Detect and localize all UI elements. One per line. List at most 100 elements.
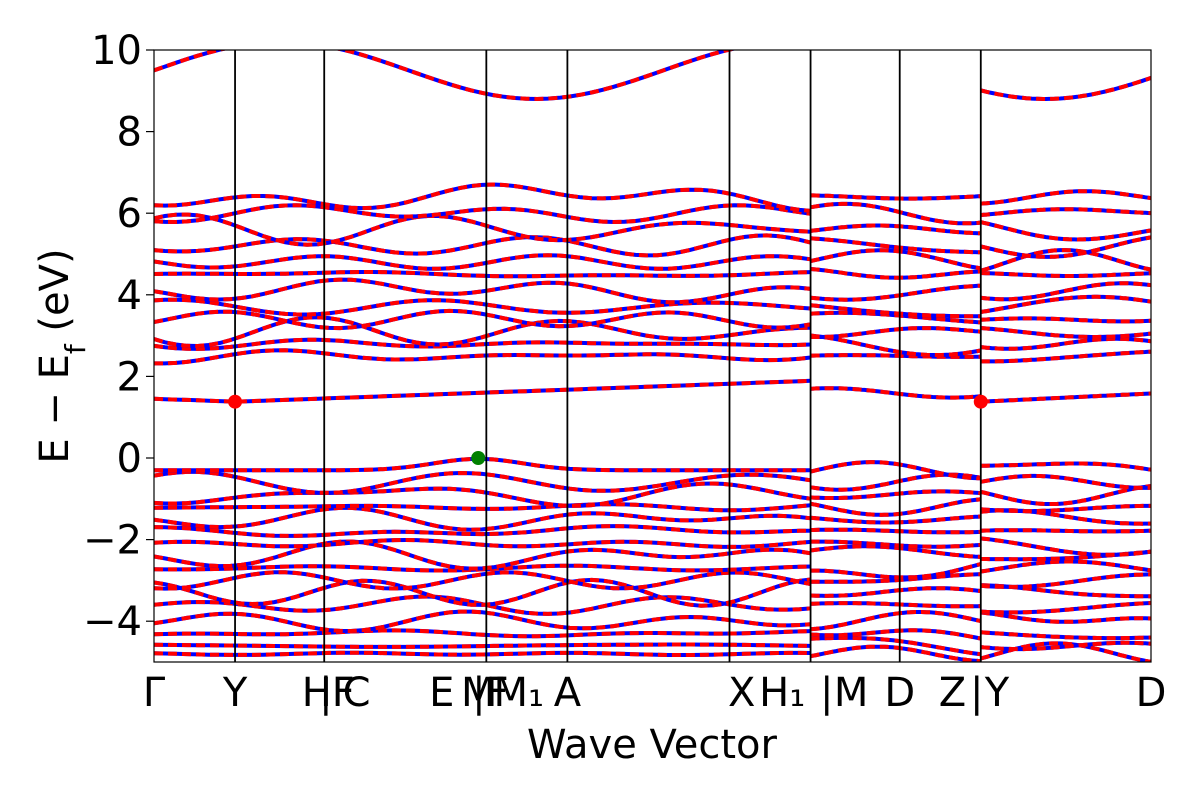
band-line-spin-down [810,514,981,525]
band-lines [154,50,1151,662]
kpoint-label: | [820,670,833,716]
band-line-spin-down [810,386,981,400]
band-line-spin-down [980,220,1151,242]
band-line-spin-down [980,640,1151,652]
band-line-spin-down [980,281,1151,302]
kpoint-label: X [728,670,755,716]
band-line-spin-down [154,570,811,591]
high-symmetry-lines [234,50,982,662]
band-line-spin-down [154,50,737,102]
y-tick-label: 2 [117,354,142,400]
band-line-spin-down [810,283,981,302]
band-line-spin-down [980,536,1151,557]
band-line-spin-down [980,189,1151,206]
y-tick-label: −4 [83,599,142,645]
band-line-spin-down [810,635,982,657]
band-line-spin-down [154,270,811,279]
band-line-spin-down [980,601,1151,615]
kpoint-label: HF [302,670,355,716]
band-line-spin-down [810,601,981,609]
band-line-spin-down [154,481,811,508]
band-line-spin-down [980,630,1151,641]
y-tick-label: 6 [117,191,142,237]
band-line-spin-down [154,277,811,305]
kpoint-label: M [461,670,496,716]
band-line-spin-down [154,505,811,532]
band-line-spin-down [154,378,811,404]
band-line-spin-up [980,76,1151,101]
kpoint-label: |F [472,670,508,716]
band-line-spin-down [154,650,811,657]
band-line-spin-down [810,562,982,580]
band-line-spin-down [810,489,982,500]
band-line-spin-down [154,233,812,258]
band-line-spin-down [810,267,981,280]
band-line-spin-down [810,193,981,201]
kpoint-label: M₁ [493,670,544,716]
kpoint-label: Z [939,670,966,716]
band-line-spin-down [980,316,1151,324]
x-axis-ticks: Γ Y HF| C E M|FM₁ A X H₁ | M D Z | Y D [143,670,1167,716]
band-line-spin-down [980,503,1151,514]
band-line-spin-down [980,326,1151,339]
band-edge-marker [228,394,243,409]
band-line-spin-down [154,502,811,513]
kpoint-label: D [884,670,915,716]
band-line-spin-down [980,207,1151,218]
band-line-spin-down [154,337,811,351]
band-edge-markers [228,394,988,465]
band-line-spin-down [154,577,811,608]
band-line-spin-down [980,391,1151,404]
y-tick-label: 0 [117,436,142,482]
band-line-spin-down [154,348,811,366]
band-line-spin-down [810,326,982,339]
band-line-spin-up [810,201,982,226]
band-line-spin-down [154,308,811,331]
band-line-spin-down [810,628,982,641]
kpoint-label: D [1136,670,1167,716]
band-line-spin-down [810,527,981,535]
y-tick-label: 10 [91,28,142,74]
kpoint-label: Γ [143,670,166,716]
band-line-spin-down [154,253,811,271]
band-line-spin-down [154,628,811,639]
band-line-spin-down [810,586,982,598]
band-line-spin-down [810,353,981,359]
band-line-spin-down [810,539,981,549]
kpoint-label: E [429,670,454,716]
y-tick-label: −2 [83,518,142,564]
band-line-spin-down [154,609,811,634]
kpoint-label: Y [222,670,248,716]
band-line-spin-down [810,644,981,662]
band-line-spin-down [980,349,1151,364]
band-line-spin-down [154,182,811,213]
band-line-spin-down [154,297,811,317]
band-line-spin-down [980,271,1151,278]
y-tick-label: 4 [117,273,142,319]
band-line-spin-down [154,315,811,349]
band-line-spin-down [980,76,1151,101]
band-line-spin-up [154,212,811,247]
band-line-spin-up [154,539,811,571]
band-line-spin-down [810,223,981,236]
band-line-spin-down [980,235,1151,259]
band-line-spin-down [154,642,811,649]
kpoint-label: C [343,670,371,716]
band-line-spin-down [810,248,982,271]
kpoint-label: A [554,670,582,716]
band-edge-marker [973,394,988,409]
kpoint-label: H₁ [759,670,805,716]
kpoint-label: Y [984,670,1010,716]
plot-frame [153,49,1152,663]
band-line-spin-down [154,203,811,225]
kpoint-label: | [319,670,332,716]
kpoint-label: | [970,670,983,716]
band-line-spin-down [154,212,811,247]
band-line-spin-down [980,528,1151,534]
band-line-spin-down [810,236,981,255]
band-line-spin-down [980,610,1151,624]
y-tick-label: 8 [117,110,142,156]
band-line-spin-down [810,497,982,517]
band-line-spin-down [980,461,1151,472]
